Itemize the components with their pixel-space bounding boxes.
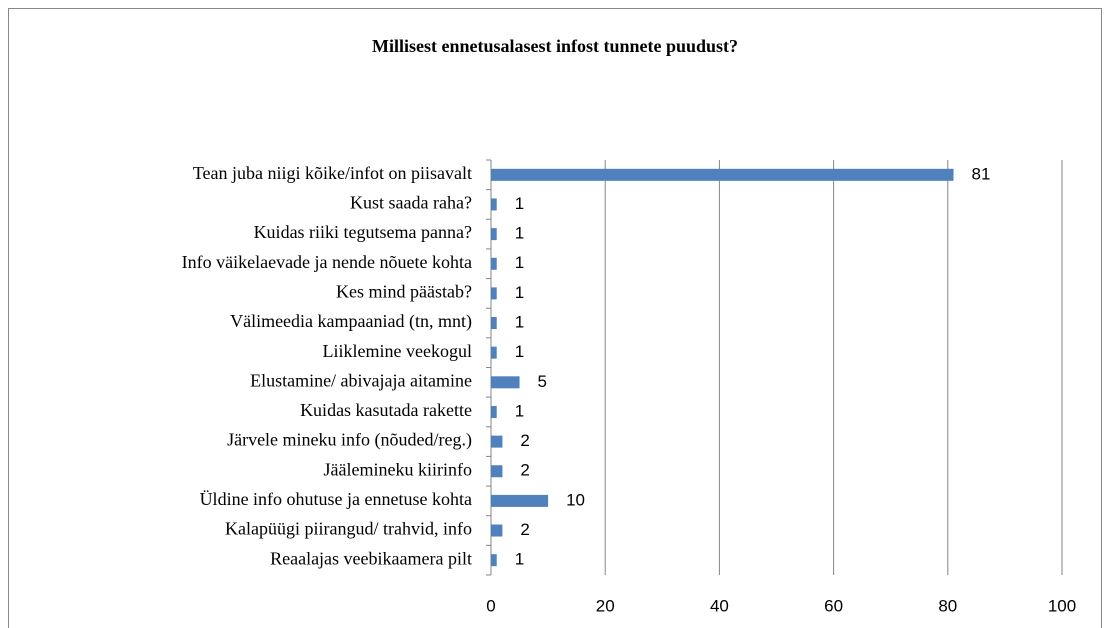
x-tick-label: 80: [938, 596, 957, 615]
x-tick-label: 100: [1048, 596, 1076, 615]
bar: [491, 317, 497, 330]
y-tick-label: Jäälemineku kiirinfo: [324, 459, 472, 479]
y-tick-label: Elustamine/ abivajaja aitamine: [250, 370, 472, 390]
bar: [491, 198, 497, 211]
y-tick-label: Järvele mineku info (nõuded/reg.): [227, 430, 472, 451]
x-tick-label: 20: [596, 596, 615, 615]
data-label: 1: [515, 401, 524, 420]
bar: [491, 287, 497, 300]
data-label: 1: [515, 550, 524, 569]
data-label: 1: [515, 283, 524, 302]
y-tick-label: Tean juba niigi kõike/infot on piisavalt: [193, 163, 472, 183]
y-tick-label: Liiklemine veekogul: [323, 341, 472, 361]
data-label: 10: [566, 490, 585, 509]
data-label: 1: [515, 224, 524, 243]
x-tick-label: 60: [824, 596, 843, 615]
y-tick-label: Reaalajas veebikaamera pilt: [270, 548, 472, 568]
data-label: 2: [520, 461, 529, 480]
y-tick-label: Kuidas kasutada rakette: [300, 400, 472, 420]
bar: [491, 435, 503, 448]
data-label: 5: [538, 372, 547, 391]
bar: [491, 346, 497, 359]
y-tick-label: Kalapüügi piirangud/ trahvid, info: [225, 519, 472, 539]
chart-title: Millisest ennetusalasest infost tunnete …: [372, 36, 738, 56]
data-label: 1: [515, 194, 524, 213]
chart-border: [8, 8, 1102, 628]
data-label: 1: [515, 253, 524, 272]
bar: [491, 524, 503, 537]
y-tick-label: Kust saada raha?: [350, 193, 472, 213]
y-tick-label: Kes mind päästab?: [336, 282, 472, 302]
data-label: 81: [972, 164, 991, 183]
data-label: 1: [515, 342, 524, 361]
y-tick-label: Kuidas riiki tegutsema panna?: [254, 222, 472, 242]
bar: [491, 257, 497, 270]
data-label: 2: [520, 520, 529, 539]
bar: [491, 465, 503, 478]
bar: [491, 376, 520, 389]
y-tick-label: Välimeedia kampaaniad (tn, mnt): [230, 311, 472, 332]
bar: [491, 168, 954, 181]
data-label: 1: [515, 313, 524, 332]
data-label: 2: [520, 431, 529, 450]
x-tick-label: 0: [486, 596, 495, 615]
y-tick-label: Info väikelaevade ja nende nõuete kohta: [182, 252, 472, 272]
bar: [491, 405, 497, 418]
y-tick-label: Üldine info ohutuse ja ennetuse kohta: [200, 489, 472, 509]
bar: [491, 494, 549, 507]
bar: [491, 228, 497, 241]
bar: [491, 554, 497, 567]
x-tick-label: 40: [710, 596, 729, 615]
